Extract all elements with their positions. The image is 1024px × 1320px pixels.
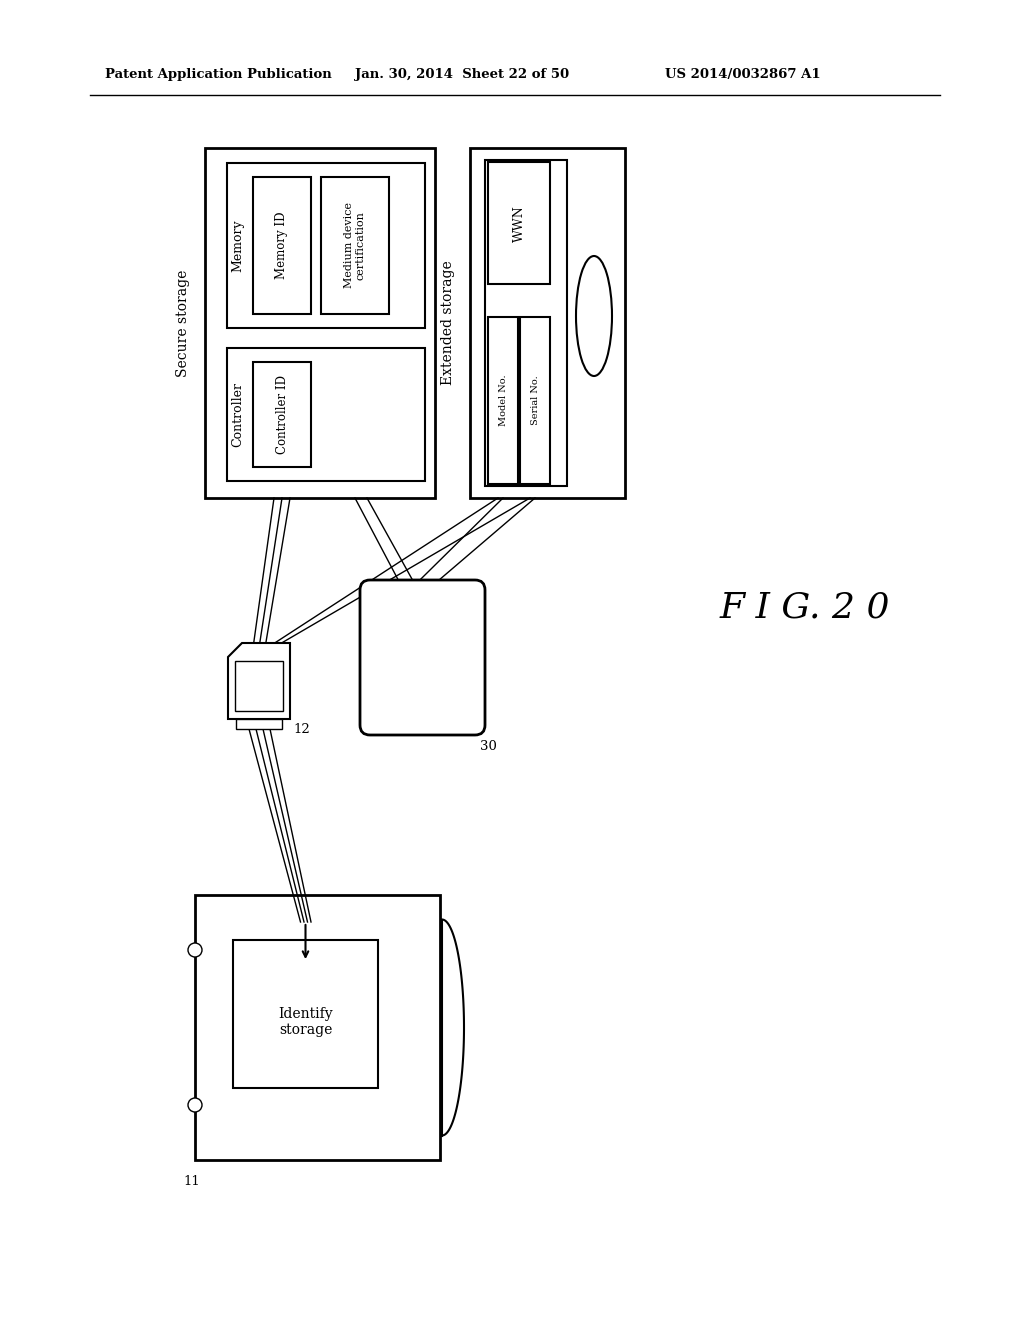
Text: Extended storage: Extended storage [441, 260, 455, 385]
Ellipse shape [575, 256, 612, 376]
Bar [321, 177, 389, 314]
Text: WWN: WWN [512, 205, 525, 242]
Bar [227, 162, 425, 327]
FancyBboxPatch shape [360, 579, 485, 735]
Text: Jan. 30, 2014  Sheet 22 of 50: Jan. 30, 2014 Sheet 22 of 50 [355, 69, 569, 81]
Text: F I G. 2 0: F I G. 2 0 [720, 590, 891, 624]
Bar [233, 940, 378, 1088]
Bar [253, 177, 311, 314]
Bar [488, 317, 518, 484]
Text: Identify
storage: Identify storage [279, 1007, 333, 1038]
Text: Model No.: Model No. [499, 375, 508, 426]
Bar [227, 348, 425, 480]
Bar [253, 362, 311, 467]
Text: US 2014/0032867 A1: US 2014/0032867 A1 [665, 69, 820, 81]
Bar [488, 162, 550, 284]
Polygon shape [228, 643, 290, 719]
Circle shape [188, 942, 202, 957]
Bar [195, 895, 440, 1160]
Text: 11: 11 [183, 1175, 200, 1188]
Text: Memory: Memory [231, 219, 245, 272]
Text: Patent Application Publication: Patent Application Publication [105, 69, 332, 81]
Text: 12: 12 [293, 723, 309, 737]
Bar [236, 719, 282, 729]
Text: Controller ID: Controller ID [275, 375, 289, 454]
Bar [485, 160, 567, 486]
Text: 30: 30 [480, 741, 497, 752]
Text: Secure storage: Secure storage [176, 269, 190, 376]
Text: Serial No.: Serial No. [530, 375, 540, 425]
Bar [520, 317, 550, 484]
Text: Controller: Controller [231, 381, 245, 447]
Bar [205, 148, 435, 498]
Bar [234, 661, 283, 711]
Bar [470, 148, 625, 498]
Text: Memory ID: Memory ID [275, 211, 289, 280]
Circle shape [188, 1098, 202, 1111]
Text: Medium device
certification: Medium device certification [344, 202, 366, 289]
